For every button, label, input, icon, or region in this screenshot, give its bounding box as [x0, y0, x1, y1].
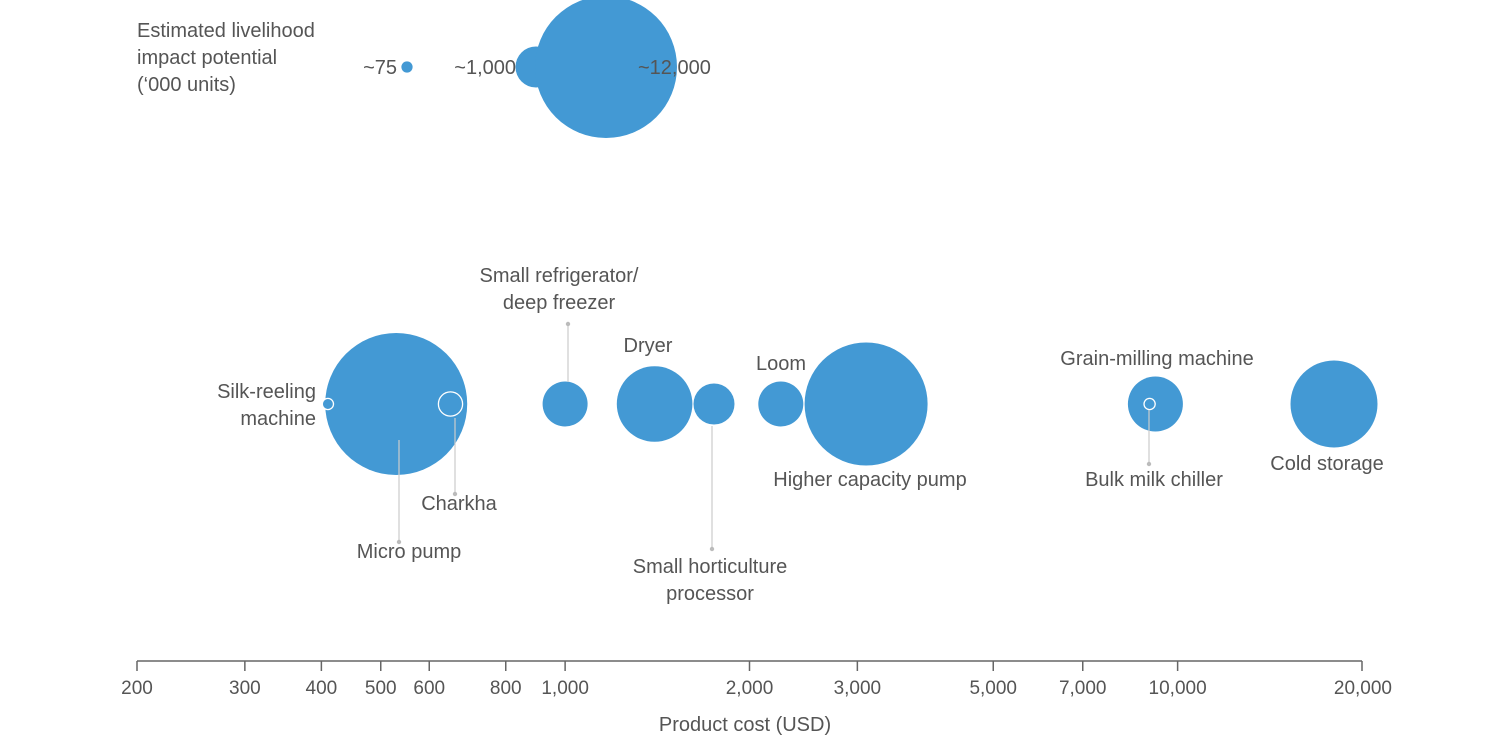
x-tick-label: 7,000 [1059, 678, 1107, 699]
size-legend: Estimated livelihood impact potential (‘… [137, 0, 711, 138]
leader-dot-small-refrigerator-deep-freezer [565, 321, 571, 327]
legend-title-line-1: Estimated livelihood [137, 20, 315, 42]
bubble-silk-reeling-machine [321, 397, 335, 411]
x-axis-title: Product cost (USD) [659, 714, 831, 736]
point-label-silk-reeling-machine: machine [240, 408, 316, 430]
x-tick-label: 3,000 [834, 678, 882, 699]
x-tick-label: 200 [121, 678, 153, 699]
point-label-small-refrigerator-deep-freezer: Small refrigerator/ [480, 265, 639, 287]
legend-title-line-3: (‘000 units) [137, 74, 236, 96]
x-axis: 200 300 400 500 600 800 1,000 2,000 3,000 5,000 7,… [121, 660, 1392, 736]
point-labels: Micro pump Silk-reeling machine Charkha Smal… [217, 265, 1384, 605]
x-tick-label: 20,000 [1334, 678, 1392, 699]
x-tick-label: 1,000 [541, 678, 589, 699]
x-tick-label: 500 [365, 678, 397, 699]
x-tick-label: 300 [229, 678, 261, 699]
bubble-micro-pump [325, 333, 468, 475]
svg-text:impact potential: impact potential [137, 47, 277, 69]
legend-title-line-2: impact potential [137, 47, 277, 69]
point-label-silk-reeling-machine: Silk-reeling [217, 381, 316, 403]
leader-dot-charkha [452, 491, 458, 497]
x-tick-label: 2,000 [726, 678, 774, 699]
bubble-cold-storage [1290, 360, 1378, 448]
x-tick-label: 800 [490, 678, 522, 699]
x-tick-label: 10,000 [1149, 678, 1207, 699]
bubble-bulk-milk-chiller [1143, 397, 1156, 411]
point-label-loom: Loom [756, 353, 806, 375]
bubble-small-refrigerator-deep-freezer [542, 381, 588, 427]
point-label-small-refrigerator-deep-freezer: deep freezer [503, 292, 616, 314]
bubble-loom [758, 381, 804, 427]
legend-bubble-label: ~1,000 [454, 57, 516, 79]
point-label-bulk-milk-chiller: Bulk milk chiller [1085, 469, 1223, 491]
legend-bubble-label: ~75 [363, 57, 397, 79]
point-label-cold-storage: Cold storage [1270, 453, 1383, 475]
point-label-micro-pump: Micro pump [357, 541, 461, 563]
x-tick-label: 600 [413, 678, 445, 699]
leader-dot-bulk-milk-chiller [1146, 461, 1152, 467]
leader-dot-small-horticulture-processor [709, 546, 715, 552]
point-label-dryer: Dryer [624, 335, 673, 357]
bubble-charkha [437, 391, 464, 417]
bubble-higher-capacity-pump [804, 342, 928, 466]
bubble-small-horticulture-processor [693, 383, 735, 425]
point-label-grain-milling-machine: Grain-milling machine [1060, 348, 1253, 370]
legend-bubble [401, 61, 413, 73]
point-label-charkha: Charkha [421, 493, 497, 515]
svg-text:Estimated livelihood: Estimated livelihood [137, 20, 315, 42]
svg-text:(‘000 units): (‘000 units) [137, 74, 236, 96]
point-label-higher-capacity-pump: Higher capacity pump [773, 469, 966, 491]
leader-dot-micro-pump [396, 539, 402, 545]
x-tick-label: 5,000 [969, 678, 1017, 699]
legend-bubble [535, 0, 677, 138]
bubble-layer [321, 333, 1378, 475]
point-label-small-horticulture-processor: Small horticulture [633, 556, 788, 578]
x-tick-label: 400 [306, 678, 338, 699]
bubble-dryer [616, 366, 693, 442]
point-label-small-horticulture-processor: processor [666, 583, 754, 605]
legend-bubble-label: ~12,000 [638, 57, 711, 79]
leader-lines [396, 321, 1152, 552]
